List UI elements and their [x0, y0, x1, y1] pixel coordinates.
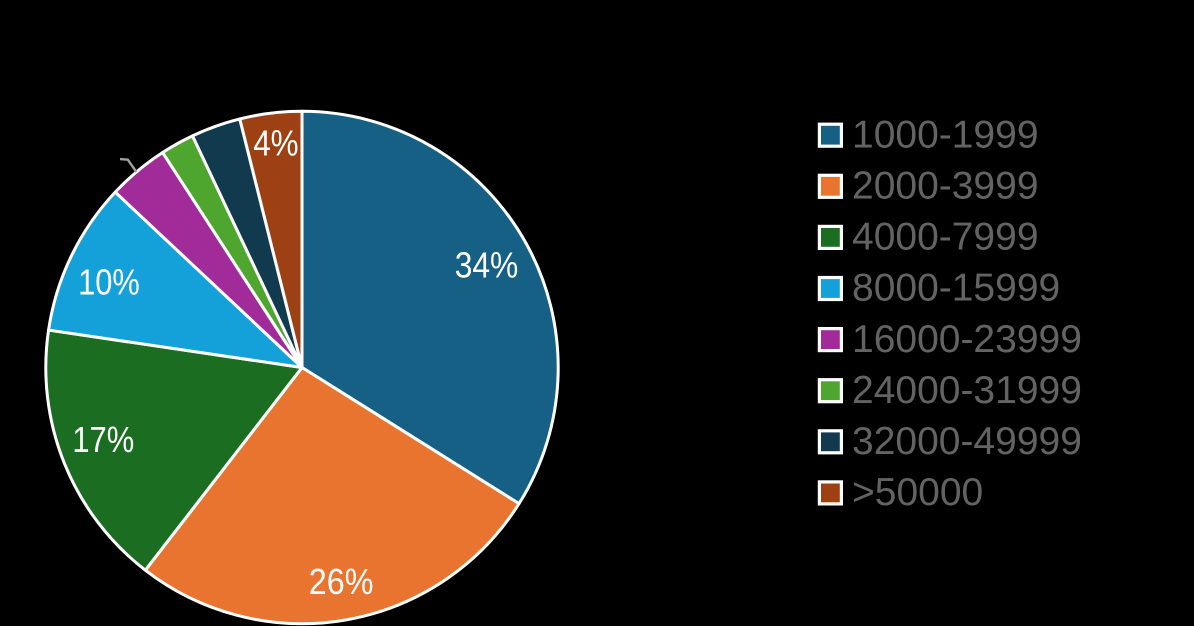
- svg-text:16000-23999: 16000-23999: [852, 318, 1082, 361]
- svg-text:4%: 4%: [253, 122, 298, 163]
- svg-text:8000-15999: 8000-15999: [852, 267, 1060, 310]
- svg-text:4000-7999: 4000-7999: [852, 216, 1039, 259]
- svg-text:34%: 34%: [455, 245, 519, 286]
- svg-text:24000-31999: 24000-31999: [852, 369, 1082, 412]
- svg-text:17%: 17%: [72, 419, 134, 460]
- svg-text:1000-1999: 1000-1999: [852, 113, 1039, 156]
- svg-text:26%: 26%: [309, 561, 374, 602]
- svg-text:10%: 10%: [78, 261, 140, 302]
- svg-text:2000-3999: 2000-3999: [852, 165, 1039, 208]
- svg-text:>50000: >50000: [852, 471, 983, 514]
- svg-text:32000-49999: 32000-49999: [852, 420, 1082, 463]
